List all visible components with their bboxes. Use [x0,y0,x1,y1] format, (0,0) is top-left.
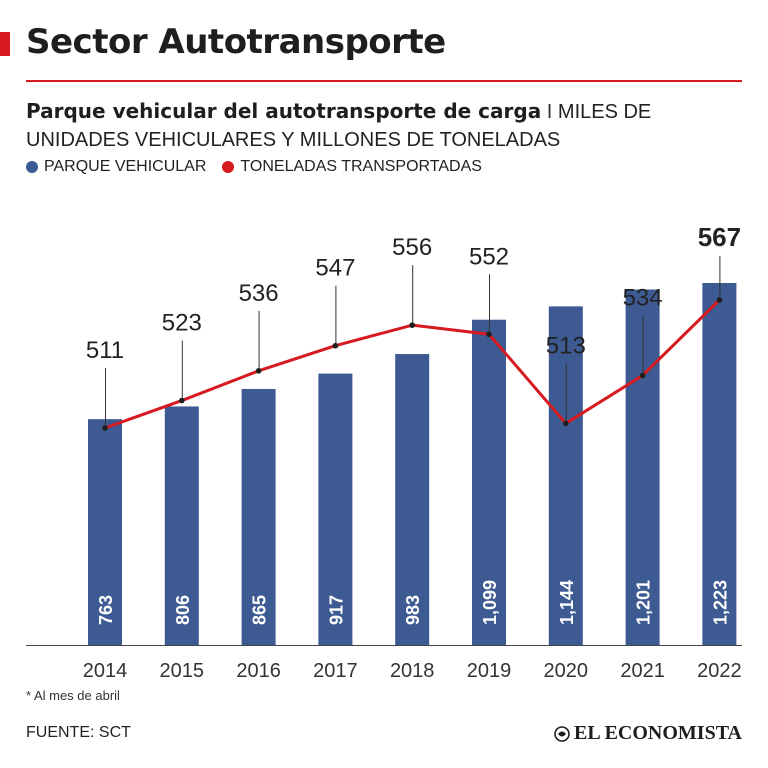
bar-value-label: 1,099 [480,580,500,625]
line-value-label: 536 [239,280,279,307]
line-point [563,420,569,427]
x-tick-label: 2014 [83,660,128,682]
x-tick-label: 2017 [313,660,358,682]
chart-units: MILES DE UNIDADES VEHICULARES Y MILLONES… [26,101,652,151]
legend-item-toneladas: TONELADAS TRANSPORTADAS [222,158,482,176]
chart-legend: PARQUE VEHICULAR TONELADAS TRANSPORTADAS [26,158,498,176]
title-divider [26,80,742,82]
line-value-label: 513 [546,332,586,359]
line-point [639,372,646,379]
chart-title: Parque vehicular del autotransporte de c… [26,99,542,123]
bar-value-label: 1,144 [557,580,577,625]
line-point [486,331,492,338]
x-tick-label: 2018 [390,660,435,682]
bar [318,373,353,645]
brand-name: EL ECONOMISTA [574,722,742,744]
subtitle-separator: I [546,101,553,123]
bar-value-label: 1,201 [634,580,654,625]
legend-dot-red-icon [222,161,235,173]
bar [472,319,506,645]
bar [548,306,583,645]
line-value-label: 556 [392,234,432,261]
x-tick-label: 2022 [697,660,742,682]
source-text: FUENTE: SCT [26,724,131,741]
x-tick-label: 2016 [236,660,281,682]
accent-tab [0,32,10,56]
bar [702,283,737,645]
legend-label-parque: PARQUE VEHICULAR [44,158,207,175]
el-economista-logo-icon [554,725,570,742]
chart-subtitle: Parque vehicular del autotransporte de c… [26,97,746,154]
bar-value-label: 917 [326,595,346,625]
line-value-label: 534 [623,284,663,311]
bar [395,354,430,645]
bar [88,419,122,645]
line-point [179,397,185,404]
line-value-label: 511 [86,337,124,364]
x-tick-label: 2015 [160,660,205,682]
bar-value-label: 806 [173,595,193,625]
x-tick-label: 2021 [620,660,665,682]
line-value-label: 552 [469,243,509,270]
line-point [332,342,339,349]
legend-item-parque: PARQUE VEHICULAR [26,158,206,176]
bar-value-label: 983 [403,595,423,625]
line-value-label: 567 [698,222,741,252]
line-point [102,425,108,431]
x-tick-label: 2020 [544,660,589,682]
line-point [255,368,262,374]
page-title: Sector Autotransporte [26,22,446,62]
footnote: * Al mes de abril [26,688,120,703]
line-value-label: 547 [315,255,355,282]
legend-label-toneladas: TONELADAS TRANSPORTADAS [240,158,482,175]
bar-value-label: 763 [96,595,116,625]
x-tick-label: 2019 [467,660,512,682]
line-point [716,297,723,303]
bar-value-label: 1,223 [710,580,730,625]
line-point [409,322,416,328]
line-value-label: 523 [162,310,202,337]
bar-value-label: 865 [250,595,270,625]
bar [164,406,199,645]
brand-logo: EL ECONOMISTA [554,722,742,745]
legend-dot-blue-icon [26,161,38,173]
bar [241,388,276,645]
